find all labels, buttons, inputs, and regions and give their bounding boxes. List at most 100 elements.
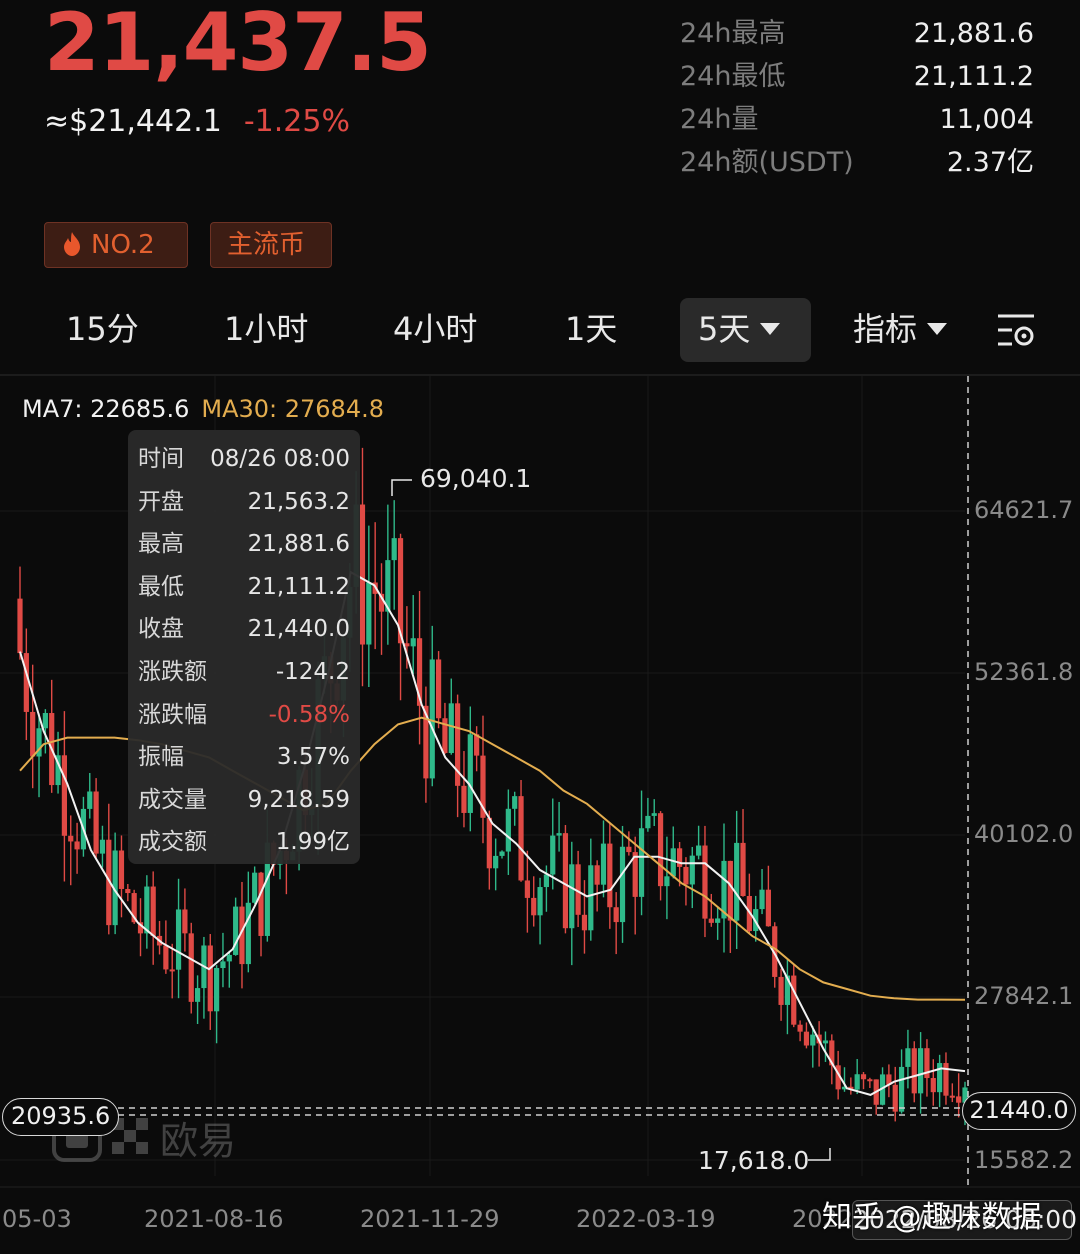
indicator-dropdown[interactable]: 指标	[853, 298, 948, 362]
candle-body	[144, 886, 150, 934]
ma7-line	[19, 570, 966, 1096]
tooltip-label: 开盘	[138, 488, 184, 515]
candle-body	[474, 734, 480, 756]
stat-label: 24h最低	[680, 61, 786, 92]
y-tick-label: 40102.0	[974, 820, 1074, 848]
change-percent: -1.25%	[243, 104, 350, 139]
candle-body	[575, 864, 581, 915]
candle-body	[626, 846, 632, 853]
candle-body	[416, 638, 423, 706]
stat-row: 24h量 11,004	[680, 100, 1034, 143]
candle-body	[112, 850, 118, 926]
candle-body	[397, 538, 404, 644]
x-tick-label: 2022-03-19	[576, 1205, 716, 1233]
rank-label: NO.2	[91, 230, 155, 260]
candle-body	[493, 855, 499, 869]
candle-body	[841, 1086, 848, 1090]
candle-body	[613, 907, 619, 923]
candle-body	[233, 906, 239, 955]
candle-body	[664, 876, 670, 887]
y-tick-label: 15582.2	[974, 1146, 1074, 1174]
candle-body	[740, 842, 746, 897]
candle-body	[480, 755, 486, 818]
candle-body	[524, 880, 530, 898]
candle-body	[651, 813, 657, 816]
last-price: 21,437.5	[44, 0, 432, 89]
candle-body	[429, 659, 435, 779]
chevron-down-icon	[927, 323, 948, 335]
candle-body	[531, 897, 537, 916]
candle-body	[404, 643, 410, 647]
candle-body	[892, 1084, 898, 1112]
candle-body	[918, 1048, 924, 1094]
candle-body	[619, 846, 626, 923]
stat-row: 24h最低 21,111.2	[680, 57, 1034, 100]
category-label: 主流币	[227, 230, 306, 260]
candle-body	[683, 866, 689, 885]
candle-body	[670, 848, 676, 877]
candle-body	[569, 864, 575, 929]
candle-body	[689, 855, 695, 885]
candle-body	[385, 560, 391, 612]
candle-body	[696, 845, 702, 856]
candle-body	[911, 1048, 917, 1094]
stat-value: 21,881.6	[913, 18, 1034, 49]
candle-body	[461, 785, 467, 813]
chart-settings-icon[interactable]	[996, 310, 1036, 350]
tab-15m[interactable]: 15分	[66, 310, 139, 348]
stat-label: 24h量	[680, 104, 759, 135]
candle-body	[486, 817, 492, 869]
candle-body	[784, 975, 791, 1005]
candle-body	[829, 1040, 835, 1066]
candle-body	[594, 865, 600, 885]
candle-body	[543, 874, 550, 888]
candle-body	[734, 842, 740, 921]
candle-body	[537, 887, 543, 916]
divider	[0, 374, 1080, 376]
tab-4h[interactable]: 4小时	[393, 310, 478, 348]
candle-body	[17, 598, 23, 654]
crosshair-price-left: 20935.6	[2, 1098, 120, 1136]
tooltip-label: 涨跌额	[138, 658, 207, 685]
tooltip-row: 最低 21,111.2	[138, 566, 350, 609]
tab-1h[interactable]: 1小时	[224, 310, 309, 348]
candle-body	[835, 1065, 841, 1090]
candle-body	[378, 593, 385, 612]
candle-body	[556, 833, 562, 836]
tab-5d[interactable]: 5天	[680, 298, 811, 362]
candle-body	[778, 976, 784, 1005]
tooltip-label: 涨跌幅	[138, 701, 207, 728]
y-tick-label: 64621.7	[974, 496, 1074, 524]
candle-body	[822, 1040, 829, 1044]
crosshair-price-right: 21440.0	[962, 1092, 1076, 1130]
tooltip-row: 收盘 21,440.0	[138, 608, 350, 651]
tooltip-row: 成交额 1.99亿	[138, 821, 350, 864]
tooltip-row: 时间 08/26 08:00	[138, 438, 350, 481]
stat-value: 2.37亿	[946, 147, 1034, 178]
candle-body	[106, 839, 112, 926]
rank-tag[interactable]: NO.2	[44, 222, 188, 268]
tooltip-value: -124.2	[275, 658, 350, 685]
candle-body	[600, 843, 607, 885]
tooltip-value: 21,563.2	[247, 488, 350, 515]
candle-body	[442, 718, 448, 754]
candle-body	[366, 582, 372, 645]
candle-body	[359, 504, 366, 645]
tab-1d[interactable]: 1天	[565, 310, 618, 348]
tooltip-value: 3.57%	[276, 744, 350, 771]
candle-body	[125, 888, 131, 894]
candle-body	[93, 791, 99, 854]
tooltip-value: 08/26 08:00	[210, 446, 350, 472]
candle-body	[435, 659, 442, 719]
category-tag[interactable]: 主流币	[210, 222, 332, 268]
candle-body	[467, 734, 473, 813]
high-price-label: 69,040.1	[420, 464, 532, 493]
candle-body	[99, 839, 106, 854]
x-tick-label: 2021-08-16	[144, 1205, 284, 1233]
tooltip-value: 21,111.2	[247, 573, 350, 600]
tooltip-label: 成交量	[138, 786, 207, 813]
stat-label: 24h最高	[680, 18, 786, 49]
exchange-logo-text: 欧易	[160, 1119, 236, 1163]
indicator-label: 指标	[853, 310, 918, 348]
candle-body	[518, 796, 524, 881]
